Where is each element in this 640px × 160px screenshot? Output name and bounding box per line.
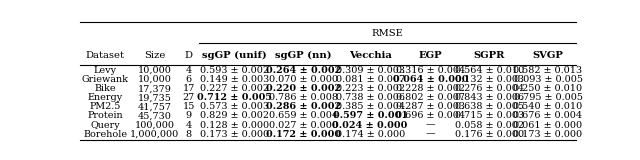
Text: 0.132 ± 0.003: 0.132 ± 0.003 [455, 75, 524, 84]
Text: 0.540 ± 0.010: 0.540 ± 0.010 [513, 102, 582, 111]
Text: 0.638 ± 0.005: 0.638 ± 0.005 [455, 102, 524, 111]
Text: 0.173 ± 0.000: 0.173 ± 0.000 [513, 130, 582, 139]
Text: D: D [185, 51, 193, 60]
Text: EGP: EGP [419, 51, 442, 60]
Text: Vecchia: Vecchia [349, 51, 392, 60]
Text: 0.061 ± 0.000: 0.061 ± 0.000 [513, 121, 582, 130]
Text: 1,000,000: 1,000,000 [130, 130, 179, 139]
Text: 17,379: 17,379 [138, 84, 172, 93]
Text: 0.264 ± 0.002: 0.264 ± 0.002 [266, 66, 341, 75]
Text: Levy: Levy [94, 66, 117, 75]
Text: 4: 4 [186, 121, 192, 130]
Text: 10,000: 10,000 [138, 66, 172, 75]
Text: 0.223 ± 0.002: 0.223 ± 0.002 [335, 84, 404, 93]
Text: 0.174 ± 0.000: 0.174 ± 0.000 [335, 130, 404, 139]
Text: 100,000: 100,000 [134, 121, 175, 130]
Text: 0.081 ± 0.007: 0.081 ± 0.007 [335, 75, 404, 84]
Text: 0.696 ± 0.004: 0.696 ± 0.004 [396, 112, 465, 120]
Text: 0.597 ± 0.001: 0.597 ± 0.001 [333, 112, 408, 120]
Text: 0.228 ± 0.002: 0.228 ± 0.002 [396, 84, 465, 93]
Text: 0.385 ± 0.004: 0.385 ± 0.004 [335, 102, 404, 111]
Text: 0.227 ± 0.002: 0.227 ± 0.002 [200, 84, 269, 93]
Text: 0.070 ± 0.000: 0.070 ± 0.000 [269, 75, 338, 84]
Text: 0.843 ± 0.006: 0.843 ± 0.006 [455, 93, 524, 102]
Text: 0.149 ± 0.003: 0.149 ± 0.003 [200, 75, 269, 84]
Text: 0.172 ± 0.000: 0.172 ± 0.000 [266, 130, 341, 139]
Text: Size: Size [144, 51, 165, 60]
Text: Borehole: Borehole [83, 130, 127, 139]
Text: 9: 9 [186, 112, 192, 120]
Text: 0.220 ± 0.002: 0.220 ± 0.002 [266, 84, 341, 93]
Text: 45,730: 45,730 [138, 112, 172, 120]
Text: 0.286 ± 0.002: 0.286 ± 0.002 [266, 102, 341, 111]
Text: 0.064 ± 0.000: 0.064 ± 0.000 [393, 75, 468, 84]
Text: PM2.5: PM2.5 [90, 102, 121, 111]
Text: RMSE: RMSE [372, 29, 403, 39]
Text: 41,757: 41,757 [138, 102, 172, 111]
Text: 0.024 ± 0.000: 0.024 ± 0.000 [332, 121, 408, 130]
Text: 0.276 ± 0.004: 0.276 ± 0.004 [455, 84, 524, 93]
Text: 17: 17 [182, 84, 195, 93]
Text: 0.176 ± 0.000: 0.176 ± 0.000 [455, 130, 524, 139]
Text: 0.802 ± 0.007: 0.802 ± 0.007 [396, 93, 465, 102]
Text: 4: 4 [186, 66, 192, 75]
Text: 15: 15 [182, 102, 195, 111]
Text: 0.738 ± 0.006: 0.738 ± 0.006 [335, 93, 404, 102]
Text: 0.582 ± 0.013: 0.582 ± 0.013 [513, 66, 582, 75]
Text: 0.309 ± 0.003: 0.309 ± 0.003 [335, 66, 404, 75]
Text: 27: 27 [182, 93, 195, 102]
Text: 0.712 ± 0.005: 0.712 ± 0.005 [196, 93, 271, 102]
Text: sgGP (unif): sgGP (unif) [202, 51, 266, 60]
Text: 19,735: 19,735 [138, 93, 172, 102]
Text: Dataset: Dataset [86, 51, 125, 60]
Text: Energy: Energy [88, 93, 123, 102]
Text: 0.573 ± 0.003: 0.573 ± 0.003 [200, 102, 269, 111]
Text: 6: 6 [186, 75, 192, 84]
Text: Protein: Protein [88, 112, 123, 120]
Text: 0.173 ± 0.000: 0.173 ± 0.000 [200, 130, 269, 139]
Text: Query: Query [90, 121, 120, 130]
Text: 0.795 ± 0.005: 0.795 ± 0.005 [513, 93, 582, 102]
Text: 0.027 ± 0.000: 0.027 ± 0.000 [269, 121, 338, 130]
Text: 0.058 ± 0.002: 0.058 ± 0.002 [455, 121, 524, 130]
Text: SGPR: SGPR [474, 51, 505, 60]
Text: SVGP: SVGP [532, 51, 563, 60]
Text: 8: 8 [186, 130, 192, 139]
Text: 0.128 ± 0.000: 0.128 ± 0.000 [200, 121, 269, 130]
Text: 10,000: 10,000 [138, 75, 172, 84]
Text: 0.715 ± 0.003: 0.715 ± 0.003 [455, 112, 524, 120]
Text: 0.250 ± 0.010: 0.250 ± 0.010 [513, 84, 582, 93]
Text: 0.676 ± 0.004: 0.676 ± 0.004 [513, 112, 582, 120]
Text: 0.829 ± 0.002: 0.829 ± 0.002 [200, 112, 269, 120]
Text: 0.564 ± 0.010: 0.564 ± 0.010 [454, 66, 524, 75]
Text: Griewank: Griewank [82, 75, 129, 84]
Text: —: — [426, 121, 435, 130]
Text: 0.093 ± 0.005: 0.093 ± 0.005 [513, 75, 582, 84]
Text: —: — [426, 130, 435, 139]
Text: 0.593 ± 0.002: 0.593 ± 0.002 [200, 66, 269, 75]
Text: 0.659 ± 0.004: 0.659 ± 0.004 [269, 112, 338, 120]
Text: 0.316 ± 0.004: 0.316 ± 0.004 [396, 66, 465, 75]
Text: sgGP (nn): sgGP (nn) [275, 51, 332, 60]
Text: 0.287 ± 0.003: 0.287 ± 0.003 [396, 102, 465, 111]
Text: Bike: Bike [95, 84, 116, 93]
Text: 0.786 ± 0.008: 0.786 ± 0.008 [269, 93, 338, 102]
